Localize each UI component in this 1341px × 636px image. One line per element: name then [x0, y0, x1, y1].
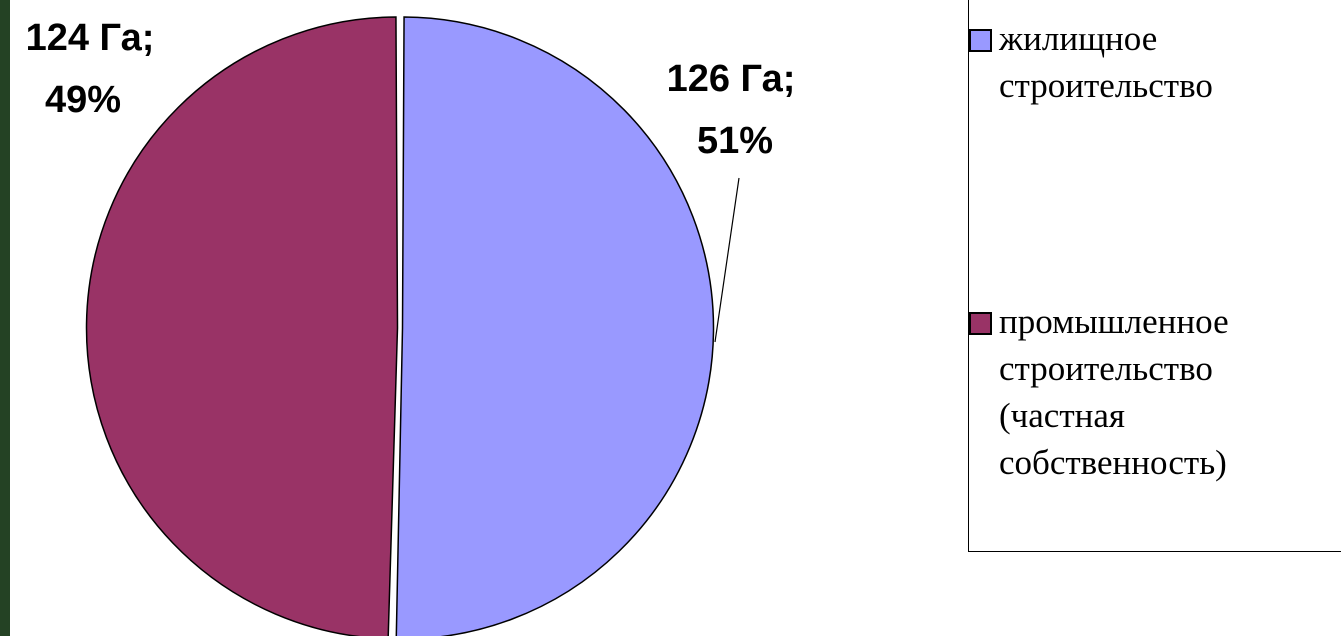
legend-item-residential: жилищное строительство	[969, 19, 1213, 109]
data-label-slice-2-value: 124 Га;	[26, 17, 155, 59]
left-edge-strip	[0, 0, 10, 636]
legend-item-industrial: промышленное строительство (частная собс…	[969, 302, 1229, 486]
data-label-slice-2-percent: 49%	[45, 79, 121, 121]
pie-slice-1	[395, 16, 715, 636]
legend-label-industrial: промышленное строительство (частная собс…	[999, 302, 1229, 482]
legend: жилищное строительство промышленное стро…	[968, 0, 1341, 552]
legend-swatch-industrial	[969, 312, 992, 335]
data-label-slice-1-value: 126 Га;	[667, 58, 796, 100]
leader-line	[714, 177, 740, 343]
data-label-slice-1-percent: 51%	[697, 120, 773, 162]
legend-label-residential: жилищное строительство	[999, 19, 1213, 105]
pie-slice-2	[85, 16, 399, 636]
legend-swatch-residential	[969, 29, 992, 52]
